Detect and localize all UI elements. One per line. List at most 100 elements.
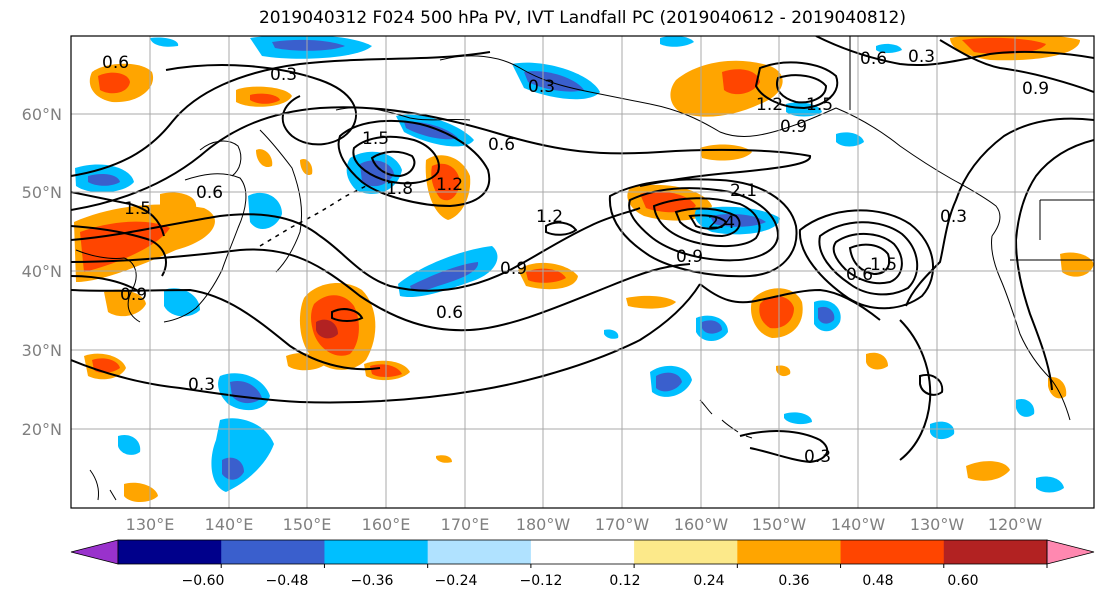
gridlines	[71, 36, 1094, 508]
contour-label: 1.5	[362, 129, 389, 149]
colorbar-tick-label: −0.24	[435, 573, 478, 589]
pv-negative-core	[524, 71, 584, 92]
contour-line	[818, 221, 919, 296]
pv-positive-core	[98, 72, 130, 94]
contour-line	[71, 191, 165, 237]
colorbar-outline	[117, 539, 1048, 565]
pv-negative-core	[404, 121, 458, 140]
lat-label: 20°N	[22, 420, 62, 439]
pv-positive-blob	[256, 149, 273, 168]
contour-line	[352, 135, 440, 185]
colorbar-tick-label: −0.36	[351, 573, 394, 589]
contour-line	[652, 197, 761, 248]
contour-label: 1.2	[756, 95, 783, 115]
pv-negative-blob	[660, 36, 694, 47]
contour-line	[905, 117, 1094, 307]
contour-line	[71, 106, 811, 211]
pv-negative-core	[656, 372, 682, 392]
coastline	[991, 235, 1071, 421]
contour-label: 1.8	[386, 179, 413, 199]
contour-line	[71, 288, 381, 371]
coastline	[835, 107, 1001, 237]
pv-positive-blob	[104, 289, 146, 317]
lat-label: 30°N	[22, 341, 62, 360]
pv-positive-core	[962, 37, 1046, 54]
contour-line	[739, 430, 829, 464]
contour-label: 0.9	[780, 117, 807, 137]
contour-label: 1.2	[436, 175, 463, 195]
pv-negative-blob	[1016, 398, 1035, 417]
contour-line	[832, 232, 903, 285]
contour-line	[331, 308, 364, 322]
pv-negative-blob	[164, 288, 200, 317]
pv-positive-blob	[700, 144, 752, 161]
contour-line	[545, 221, 578, 236]
contour-line	[919, 374, 944, 396]
colorbar-cell	[427, 540, 532, 564]
lon-label: 130°W	[910, 515, 965, 534]
contour-label: 0.3	[940, 207, 967, 227]
contour-layer	[71, 36, 1094, 464]
colorbar-tick-label: 0.24	[693, 573, 724, 589]
lat-labels: 60°N 50°N 40°N 30°N 20°N	[22, 105, 62, 439]
pv-positive-core	[250, 93, 280, 104]
pv-positive-blob	[626, 295, 676, 309]
contour-line	[776, 74, 828, 104]
contour-line	[939, 39, 1094, 93]
colorbar-cell	[221, 540, 325, 564]
lat-label: 50°N	[22, 183, 62, 202]
contour-line	[628, 187, 780, 262]
pv-positive-blob	[866, 352, 888, 370]
colorbar-tick-label: 0.36	[778, 573, 809, 589]
coastline	[89, 469, 117, 501]
colorbar-tick-label: 0.48	[862, 573, 893, 589]
colorbar-tick-label: −0.60	[182, 573, 225, 589]
lon-label: 160°W	[674, 515, 729, 534]
contour-label: 0.9	[120, 285, 147, 305]
contour-label: 0.3	[270, 65, 297, 85]
colorbar-cell	[943, 540, 1048, 564]
pv-negative-blob	[784, 412, 812, 425]
pv-negative-core	[272, 39, 345, 51]
contour-label: 0.9	[500, 259, 527, 279]
lon-labels: 130°E 140°E 150°E 160°E 170°E 180°W 170°…	[126, 515, 1043, 534]
lon-label: 170°W	[595, 515, 650, 534]
contour-label: 0.9	[1022, 79, 1049, 99]
pv-positive-blob	[436, 455, 452, 463]
colorbar-cell	[324, 540, 429, 564]
pv-negative-blob	[836, 132, 864, 147]
colorbar-cell	[118, 540, 222, 564]
lon-label: 170°E	[441, 515, 490, 534]
contour-line	[1014, 139, 1094, 391]
lat-label: 40°N	[22, 262, 62, 281]
pv-positive-blob	[286, 353, 326, 371]
coastline	[75, 249, 141, 323]
lon-label: 180°W	[516, 515, 571, 534]
contour-line	[815, 36, 1094, 67]
colorbar: −0.60 −0.48 −0.36 −0.24 −0.12 0.12 0.24 …	[70, 539, 1095, 589]
contour-line	[688, 214, 728, 230]
colorbar-cell	[634, 540, 738, 564]
colorbar-ticks	[220, 564, 1048, 568]
pv-positive-blob	[966, 461, 1010, 481]
contour-line	[699, 283, 881, 321]
pv-negative-blob	[604, 329, 619, 339]
colorbar-extend-max	[1046, 539, 1095, 565]
pv-negative-blob	[248, 192, 282, 229]
lat-label: 60°N	[22, 105, 62, 124]
contour-label: 2.1	[730, 181, 757, 201]
contour-line	[71, 275, 141, 293]
contour-line	[71, 248, 691, 332]
pv-negative-blob	[930, 421, 955, 440]
contour-label: 2.4	[708, 213, 735, 233]
contour-label: 0.3	[528, 77, 555, 97]
pv-negative-core	[410, 262, 479, 292]
contour-label: 0.9	[676, 247, 703, 267]
contour-label: 1.5	[124, 199, 151, 219]
pv-negative-core	[88, 174, 120, 186]
contour-label: 0.3	[804, 447, 831, 467]
contour-label: 1.5	[806, 95, 833, 115]
contour-line	[674, 207, 741, 238]
pv-positive-blob	[300, 158, 313, 176]
